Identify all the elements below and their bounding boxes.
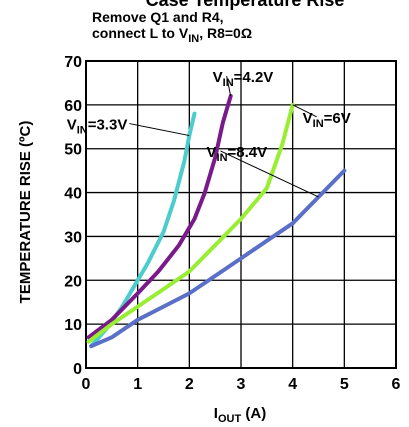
series-label: VIN=8.4V <box>207 144 268 164</box>
x-tick-label: 6 <box>392 376 401 393</box>
y-tick-label: 40 <box>64 186 82 203</box>
plot-frame <box>85 60 397 369</box>
series-label: VIN=3.3V <box>67 117 128 137</box>
series-line <box>86 102 295 344</box>
chart-subtitle-line-1: Remove Q1 and R4, <box>92 9 224 25</box>
series-label: VIN=6V <box>303 110 351 130</box>
axis-ticks: 0 10 20 30 40 50 60 70 0 1 2 3 4 5 6 <box>64 54 400 393</box>
y-tick-label: 10 <box>64 317 82 334</box>
label-leader-line <box>129 123 190 137</box>
y-tick-label: 60 <box>64 98 82 115</box>
x-axis-label: IOUT (A) <box>214 405 266 425</box>
chart-subtitle-line-2: connect L to VIN, R8=0Ω <box>92 25 252 45</box>
x-tick-label: 4 <box>288 376 297 393</box>
y-tick-label: 0 <box>73 361 82 378</box>
y-tick-label: 50 <box>64 142 82 159</box>
y-tick-label: 30 <box>64 229 82 246</box>
x-tick-label: 5 <box>340 376 349 393</box>
series-annotations: VIN=3.3V VIN=4.2V VIN=6V VIN=8.4V <box>67 69 351 198</box>
x-tick-label: 2 <box>185 376 194 393</box>
label-leader-line <box>292 104 317 118</box>
series-line <box>86 94 233 340</box>
label-leader-line <box>226 75 232 97</box>
grid-lines <box>86 61 396 368</box>
chart-title: Case Temperature Rise <box>146 0 345 10</box>
y-tick-label: 70 <box>64 54 82 71</box>
y-axis-label: TEMPERATURE RISE (ºC) <box>17 121 34 304</box>
label-leader-line <box>220 150 319 198</box>
series-line <box>89 168 347 349</box>
x-tick-label: 3 <box>237 376 246 393</box>
series-label: VIN=4.2V <box>213 69 274 89</box>
x-tick-label: 0 <box>82 376 91 393</box>
series-layer <box>86 94 347 349</box>
x-tick-label: 1 <box>133 376 142 393</box>
y-tick-label: 20 <box>64 273 82 290</box>
